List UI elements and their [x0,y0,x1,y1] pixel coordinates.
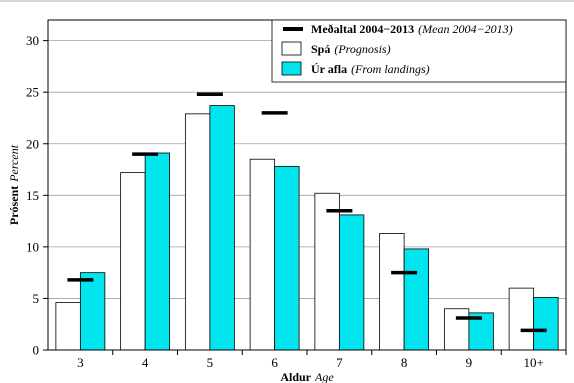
legend-box [271,19,567,83]
bar-prognosis [508,287,535,351]
x-tick-label: 7 [336,355,343,370]
bar-prognosis [120,172,146,351]
x-tick-label: 8 [401,355,408,370]
y-tick-label: 0 [33,343,40,358]
bar-landings [209,105,235,351]
x-tick-label: 5 [207,355,214,370]
bar-prognosis [55,302,81,351]
x-axis-title: Aldur Age [280,368,334,383]
y-axis: 0 5 10 15 20 25 30 [26,33,48,358]
bar-prognosis [184,113,211,351]
y-tick-label: 10 [26,239,39,254]
bar-prognosis [249,158,276,351]
x-tick-label: 6 [271,355,278,370]
bar-prognosis [443,308,470,351]
y-tick-label: 15 [26,188,39,203]
x-axis: 3 4 5 6 7 8 9 10+ [77,350,567,370]
x-tick-label: 4 [142,355,149,370]
legend-prognosis-label: Spá (Prognosis) [311,40,391,57]
legend: Meðaltal 2004−2013 (Mean 2004−2013) Spá … [271,19,567,83]
y-tick-label: 20 [26,136,39,151]
bar-landings [274,166,300,351]
bar-prognosis [379,233,405,351]
bar-landings [338,214,365,351]
bar-landings [533,297,559,351]
bars-layer [55,105,559,351]
legend-landings-swatch [281,61,302,76]
y-tick-label: 25 [26,85,39,100]
legend-landings-label: Úr afla (From landings) [311,60,430,77]
x-tick-label: 9 [466,355,473,370]
legend-prognosis-swatch [281,41,302,56]
bar-landings [79,272,106,351]
x-tick-label: 3 [77,355,84,370]
mean-markers-layer [67,92,547,333]
legend-mean-label: Meðaltal 2004−2013 (Mean 2004−2013) [311,20,513,37]
y-tick-label: 30 [26,33,39,48]
y-axis-title: Prósent Percent [5,144,22,225]
bar-landings [403,248,430,351]
bar-prognosis [314,192,340,351]
bar-landings [144,152,171,351]
x-tick-label: 10+ [523,355,543,370]
y-tick-label: 5 [33,291,40,306]
